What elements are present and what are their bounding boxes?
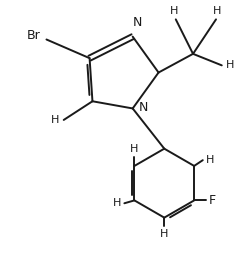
Text: H: H (225, 60, 234, 70)
Text: H: H (51, 115, 59, 125)
Text: N: N (132, 16, 141, 29)
Text: H: H (160, 229, 168, 239)
Text: F: F (208, 194, 215, 207)
Text: N: N (138, 101, 147, 114)
Text: H: H (113, 198, 121, 208)
Text: H: H (212, 6, 221, 16)
Text: Br: Br (27, 29, 40, 42)
Text: H: H (130, 144, 138, 154)
Text: H: H (205, 155, 213, 165)
Text: H: H (170, 6, 178, 16)
